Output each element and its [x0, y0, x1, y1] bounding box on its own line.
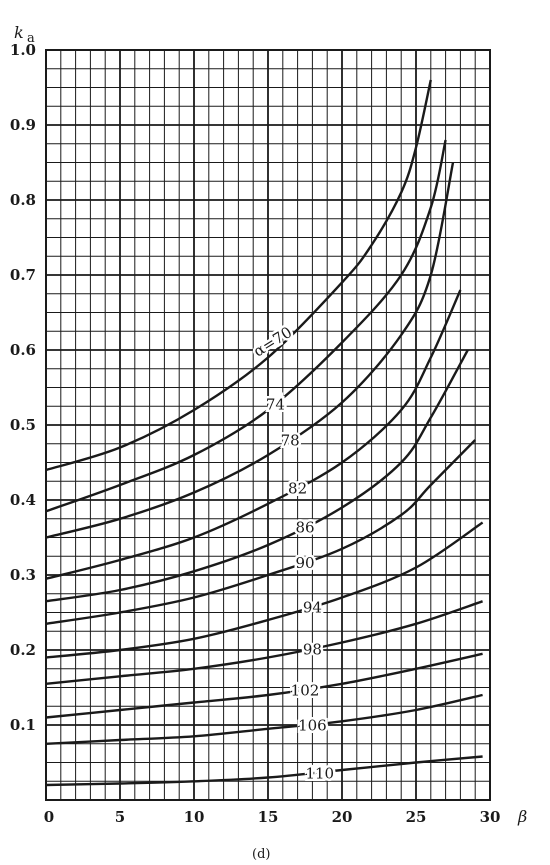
y-tick-label: 0.5	[10, 416, 36, 434]
y-axis-label-subscript: a	[27, 31, 35, 46]
y-tick-label: 0.8	[10, 191, 36, 209]
series-line-4	[45, 349, 469, 603]
y-tick-label: 1.0	[10, 41, 36, 59]
series-line-3	[45, 289, 462, 580]
y-tick-label: 0.1	[10, 716, 36, 734]
x-tick-label: 20	[332, 808, 353, 826]
x-tick-label: 25	[406, 808, 427, 826]
x-axis-label: β	[517, 807, 527, 826]
series-label-10: 110	[305, 764, 334, 782]
curves	[45, 79, 484, 787]
x-tick-label: 5	[115, 808, 125, 826]
series-label-3: 82	[288, 479, 307, 497]
series-label-7: 98	[303, 641, 322, 659]
x-tick-label: 30	[480, 808, 501, 826]
series-line-6	[45, 521, 484, 659]
y-tick-label: 0.3	[10, 566, 36, 584]
y-tick-label: 0.7	[10, 266, 36, 284]
y-axis-label: k	[14, 23, 24, 42]
series-line-10	[45, 755, 483, 787]
y-tick-labels: 0.1 0.2 0.3 0.4 0.5 0.6 0.7 0.8 0.9 1.0	[10, 41, 36, 734]
x-tick-labels: 0 5 10 15 20 25 30	[44, 808, 501, 826]
x-tick-label: 15	[258, 808, 279, 826]
series-label-1: 74	[266, 395, 285, 413]
series-line-0	[45, 79, 432, 472]
series-line-2	[45, 162, 455, 539]
series-label-2: 78	[281, 431, 300, 449]
y-tick-label: 0.6	[10, 341, 36, 359]
figure-caption: (d)	[252, 847, 270, 862]
y-tick-label: 0.9	[10, 116, 36, 134]
series-line-1	[45, 139, 447, 513]
y-tick-label: 0.4	[10, 491, 36, 509]
series-line-9	[45, 693, 483, 745]
grid	[45, 49, 491, 801]
series-line-8	[45, 652, 483, 719]
series-label-9: 106	[298, 716, 327, 734]
plot-border	[45, 49, 491, 801]
x-tick-label: 10	[184, 808, 205, 826]
series-label-8: 102	[291, 681, 320, 699]
series-line-5	[45, 439, 477, 625]
x-tick-label: 0	[44, 808, 54, 826]
y-tick-label: 0.2	[10, 641, 36, 659]
plot-frame	[45, 49, 491, 801]
series-label-5: 90	[295, 554, 314, 572]
series-line-7	[45, 600, 483, 685]
series-label-4: 86	[295, 518, 314, 536]
series-label-6: 94	[303, 599, 322, 617]
